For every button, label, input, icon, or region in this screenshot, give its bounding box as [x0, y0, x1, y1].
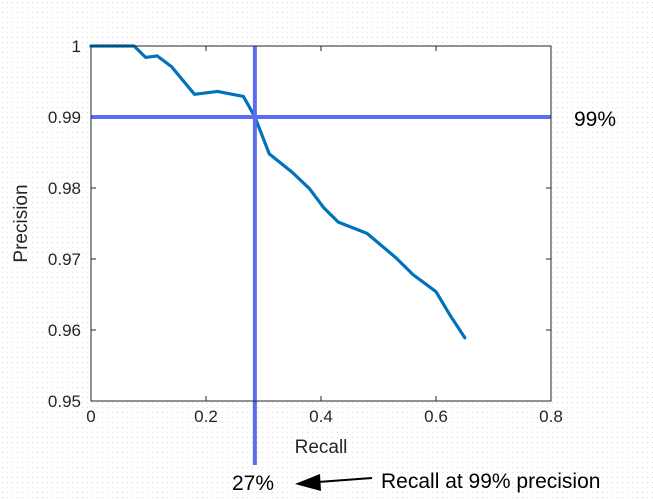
recall-value-label: 27%: [232, 472, 274, 495]
x-tick-label: 0: [86, 407, 95, 426]
tick-labels: 0 0.2 0.4 0.6 0.8 0.95 0.96 0.97 0.98 0.99 1: [48, 37, 563, 426]
y-tick-label: 1: [72, 37, 81, 56]
y-tick-label: 0.96: [48, 321, 81, 340]
x-tick-label: 0.4: [309, 407, 333, 426]
y-tick-label: 0.98: [48, 179, 81, 198]
precision-99-label: 99%: [574, 108, 616, 131]
x-axis-label: Recall: [295, 437, 348, 458]
y-axis-label: Precision: [11, 184, 32, 262]
plot-frame: [90, 45, 552, 402]
x-tick-label: 0.6: [424, 407, 448, 426]
precision-recall-curve: [89, 44, 467, 340]
y-tick-label: 0.97: [48, 250, 81, 269]
y-tick-label: 0.99: [48, 108, 81, 127]
y-tick-label: 0.95: [48, 392, 81, 411]
plot-area: [91, 46, 551, 401]
x-tick-label: 0.2: [194, 407, 218, 426]
recall-at-99-precision-annotation: Recall at 99% precision: [381, 470, 600, 493]
x-tick-label: 0.8: [539, 407, 563, 426]
annotation-arrow: [295, 474, 373, 491]
